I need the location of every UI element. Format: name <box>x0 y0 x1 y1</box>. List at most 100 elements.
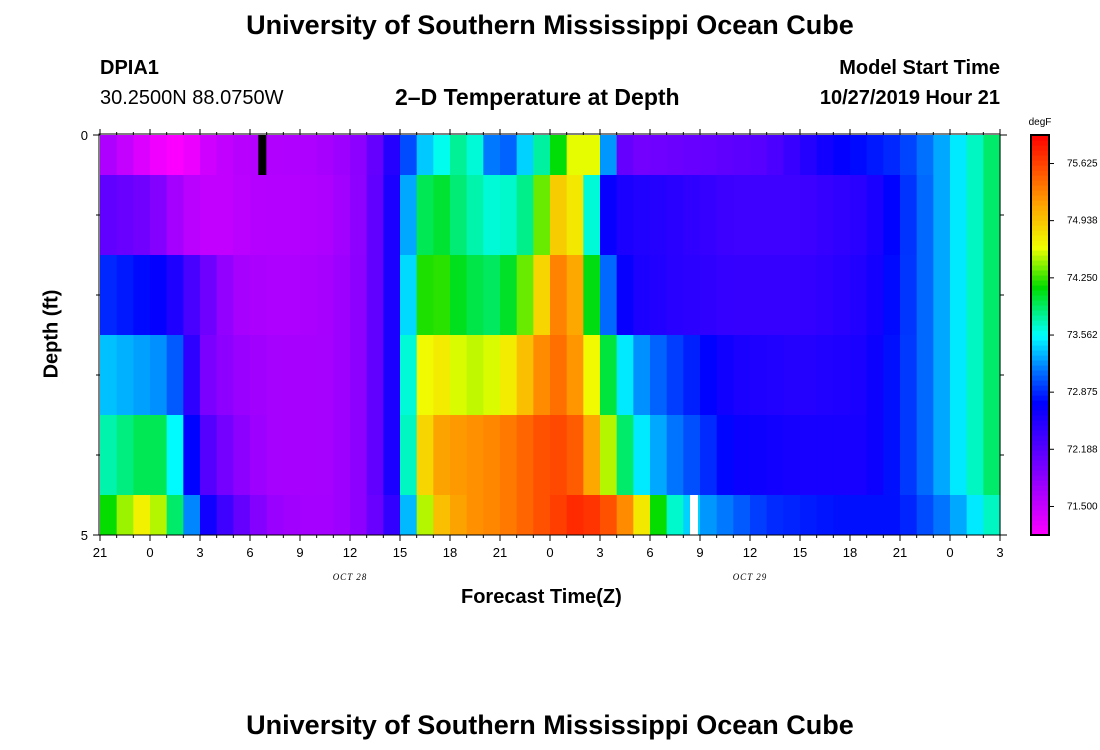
colorbar-segment <box>1031 310 1049 316</box>
heatmap-cell <box>800 135 818 175</box>
heatmap-cell <box>516 135 534 175</box>
heatmap-cell <box>150 415 168 495</box>
heatmap-cell <box>116 135 134 175</box>
colorbar-segment <box>1031 140 1049 146</box>
colorbar-segment <box>1031 405 1049 411</box>
model-start-label: Model Start Time <box>839 57 1000 79</box>
colorbar-segment <box>1031 220 1049 226</box>
heatmap-cell <box>583 135 601 175</box>
colorbar-segment <box>1031 300 1049 306</box>
heatmap-cell <box>333 415 351 495</box>
heatmap-cell <box>483 135 501 175</box>
heatmap-cell <box>733 255 751 335</box>
heatmap-cell <box>550 135 568 175</box>
heatmap-cell <box>350 135 368 175</box>
heatmap-cell <box>500 175 518 255</box>
heatmap-cell <box>216 255 234 335</box>
heatmap-cell <box>366 415 384 495</box>
heatmap-cell <box>533 175 551 255</box>
heatmap-cell <box>866 175 884 255</box>
missing-data-cell <box>690 495 698 535</box>
heatmap-cell <box>833 135 851 175</box>
heatmap-cell <box>766 175 784 255</box>
heatmap-cell <box>916 335 934 415</box>
heatmap-cell <box>250 415 268 495</box>
heatmap-cell <box>566 175 584 255</box>
colorbar-segment <box>1031 385 1049 391</box>
colorbar-segment <box>1031 255 1049 261</box>
colorbar-segment <box>1031 245 1049 251</box>
heatmap-cell <box>700 335 718 415</box>
heatmap-cell <box>533 335 551 415</box>
heatmap-cell <box>816 335 834 415</box>
colorbar-segment <box>1031 360 1049 366</box>
heatmap-cell <box>650 175 668 255</box>
colorbar-segment <box>1031 380 1049 386</box>
heatmap-cell <box>966 135 984 175</box>
heatmap-cell <box>833 255 851 335</box>
x-tick-label: 15 <box>393 545 407 560</box>
heatmap-cell <box>466 335 484 415</box>
colorbar-unit: degF <box>1029 117 1052 128</box>
heatmap-cell <box>650 415 668 495</box>
heatmap-cell <box>800 255 818 335</box>
colorbar-segment <box>1031 175 1049 181</box>
heatmap-cell <box>600 495 618 535</box>
heatmap-cell <box>966 335 984 415</box>
heatmap-cell <box>483 335 501 415</box>
heatmap-cell <box>200 255 218 335</box>
heatmap-cell <box>216 335 234 415</box>
heatmap-cell <box>700 415 718 495</box>
heatmap-cell <box>933 135 951 175</box>
heatmap-cell <box>416 175 434 255</box>
colorbar-segment <box>1031 305 1049 311</box>
heatmap-cell <box>116 255 134 335</box>
colorbar-tick-label: 71.500 <box>1067 501 1098 512</box>
heatmap-cell <box>733 135 751 175</box>
colorbar-segment <box>1031 230 1049 236</box>
x-tick-label: 0 <box>146 545 153 560</box>
heatmap-cell <box>833 335 851 415</box>
heatmap-cell <box>700 175 718 255</box>
heatmap-cell <box>166 135 184 175</box>
heatmap-cell <box>116 415 134 495</box>
heatmap-cell <box>350 415 368 495</box>
heatmap-cell <box>133 255 151 335</box>
heatmap-cell <box>266 495 284 535</box>
heatmap-cell <box>183 335 201 415</box>
station-id: DPIA1 <box>100 57 159 79</box>
colorbar-segment <box>1031 320 1049 326</box>
heatmap-cell <box>633 175 651 255</box>
heatmap-cell <box>516 415 534 495</box>
heatmap-cell <box>766 255 784 335</box>
heatmap-cell <box>866 335 884 415</box>
heatmap-cell <box>383 135 401 175</box>
heatmap-cell <box>633 415 651 495</box>
heatmap-cell <box>300 495 318 535</box>
heatmap-cell <box>566 495 584 535</box>
colorbar-segment <box>1031 460 1049 466</box>
model-start-value: 10/27/2019 Hour 21 <box>819 87 1000 109</box>
heatmap-cell <box>816 415 834 495</box>
heatmap-cell <box>600 175 618 255</box>
heatmap-cell <box>416 495 434 535</box>
x-tick-label: 12 <box>343 545 357 560</box>
heatmap-cell <box>550 255 568 335</box>
heatmap-cell <box>333 135 351 175</box>
heatmap-cell <box>900 335 918 415</box>
heatmap-cell <box>533 495 551 535</box>
heatmap-cell <box>983 175 1001 255</box>
heatmap-cell <box>583 335 601 415</box>
heatmap-cell <box>200 135 218 175</box>
colorbar-segment <box>1031 280 1049 286</box>
heatmap-cell <box>716 255 734 335</box>
heatmap-cell <box>583 175 601 255</box>
heatmap-cell <box>766 335 784 415</box>
heatmap-cell <box>733 495 751 535</box>
heatmap-cell <box>866 415 884 495</box>
heatmap-cell <box>250 495 268 535</box>
colorbar-segment <box>1031 250 1049 256</box>
y-tick-label: 0 <box>81 128 88 143</box>
heatmap-cell <box>783 135 801 175</box>
heatmap-cell <box>183 415 201 495</box>
